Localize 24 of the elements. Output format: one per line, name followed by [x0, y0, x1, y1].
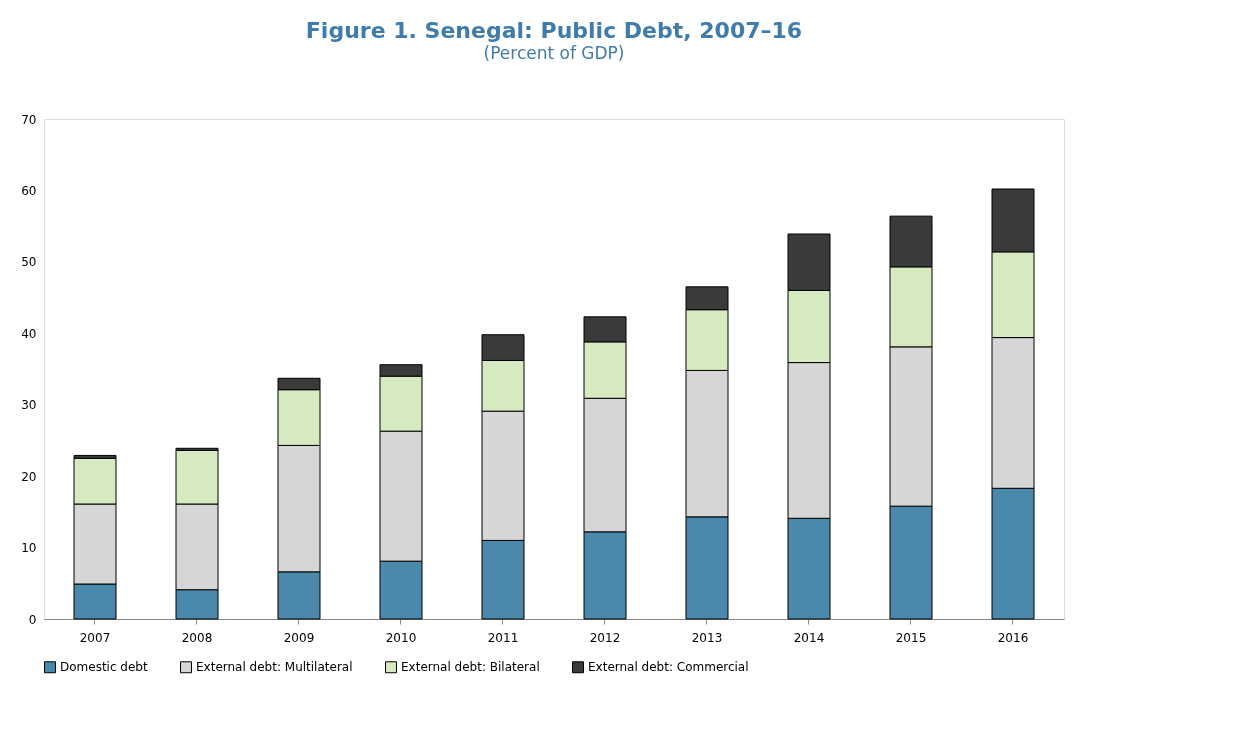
y-tick-label: 0: [28, 612, 37, 627]
y-tick-label: 10: [21, 541, 37, 556]
y-tick-label: 30: [21, 398, 37, 413]
x-tick-label: 2010: [385, 630, 417, 645]
x-tick-label: 2015: [895, 630, 927, 645]
y-tick-label: 50: [21, 255, 37, 270]
x-tick-label: 2009: [283, 630, 315, 645]
legend-label: External debt: Bilateral: [401, 660, 540, 675]
y-tick-label: 20: [21, 469, 37, 484]
legend-label: Domestic debt: [60, 660, 148, 675]
x-tick-label: 2016: [997, 630, 1029, 645]
chart-subtitle: (Percent of GDP): [483, 43, 625, 63]
legend-label: External debt: Commercial: [588, 660, 749, 675]
y-tick-label: 60: [21, 183, 37, 198]
legend-label: External debt: Multilateral: [196, 660, 353, 675]
x-tick-label: 2014: [793, 630, 825, 645]
y-tick-label: 40: [21, 326, 37, 341]
x-tick-label: 2011: [487, 630, 519, 645]
y-tick-label: 70: [21, 112, 37, 127]
x-tick-label: 2007: [79, 630, 111, 645]
x-tick-label: 2012: [589, 630, 621, 645]
x-tick-label: 2013: [691, 630, 723, 645]
chart-title: Figure 1. Senegal: Public Debt, 2007–16: [305, 18, 803, 43]
x-tick-label: 2008: [181, 630, 213, 645]
